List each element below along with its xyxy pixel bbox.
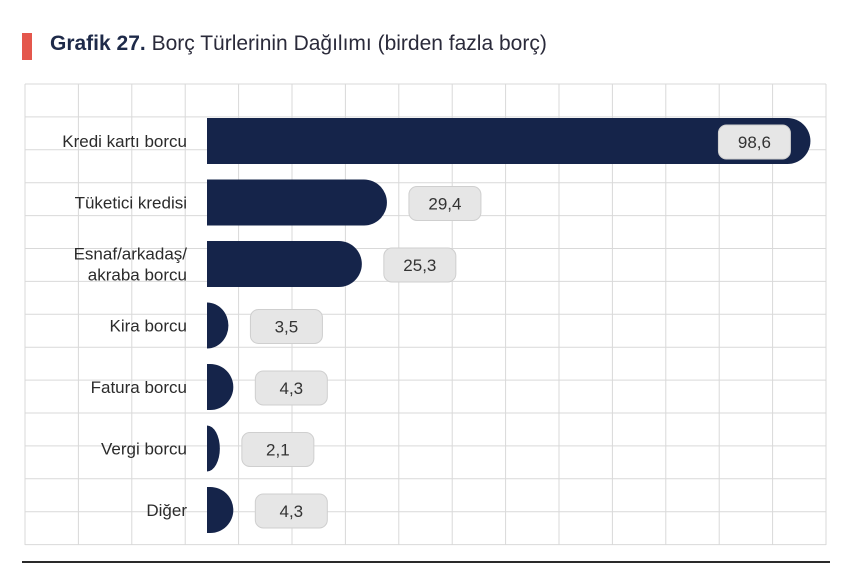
value-label-box: [241, 432, 315, 467]
value-label: 98,6: [738, 133, 771, 152]
value-label-box: [254, 493, 328, 529]
title-accent-bar: [22, 33, 32, 60]
category-label-line: Diğer: [146, 501, 187, 520]
bar: [207, 302, 229, 349]
category-label-line: Fatura borcu: [91, 378, 187, 397]
bar: [207, 179, 387, 226]
category-label-line: Tüketici kredisi: [75, 194, 187, 213]
value-label-box: [717, 124, 791, 160]
value-label-box: [383, 247, 457, 283]
category-label: Kira borcu: [110, 317, 187, 336]
bottom-rule: [22, 561, 830, 563]
category-label-line: Esnaf/arkadaş/: [74, 245, 188, 264]
chart-title: Grafik 27. Borç Türlerinin Dağılımı (bir…: [50, 32, 547, 56]
value-label: 2,1: [266, 441, 290, 460]
bar: [207, 118, 811, 164]
category-label: Fatura borcu: [91, 378, 187, 397]
value-label: 25,3: [403, 256, 436, 275]
chart-title-prefix: Grafik 27.: [50, 32, 146, 55]
category-label: Vergi borcu: [101, 440, 187, 459]
category-label: Esnaf/arkadaş/akraba borcu: [74, 245, 188, 285]
category-label-line: Vergi borcu: [101, 440, 187, 459]
value-label-box: [408, 186, 482, 221]
value-label: 3,5: [275, 318, 299, 337]
value-label: 4,3: [279, 502, 303, 521]
value-label: 4,3: [279, 379, 303, 398]
category-label: Tüketici kredisi: [75, 194, 187, 213]
value-label: 29,4: [428, 195, 461, 214]
bar: [207, 487, 234, 533]
category-label-line: akraba borcu: [88, 266, 187, 285]
chart-title-text: Borç Türlerinin Dağılımı (birden fazla b…: [151, 32, 547, 55]
value-label-box: [254, 370, 328, 406]
category-label-line: Kira borcu: [110, 317, 187, 336]
bar: [207, 241, 362, 287]
bar: [207, 364, 234, 411]
category-label-line: Kredi kartı borcu: [62, 132, 187, 151]
category-label: Kredi kartı borcu: [62, 132, 187, 151]
value-label-box: [249, 309, 323, 344]
category-label: Diğer: [146, 501, 187, 520]
bar: [207, 425, 220, 472]
